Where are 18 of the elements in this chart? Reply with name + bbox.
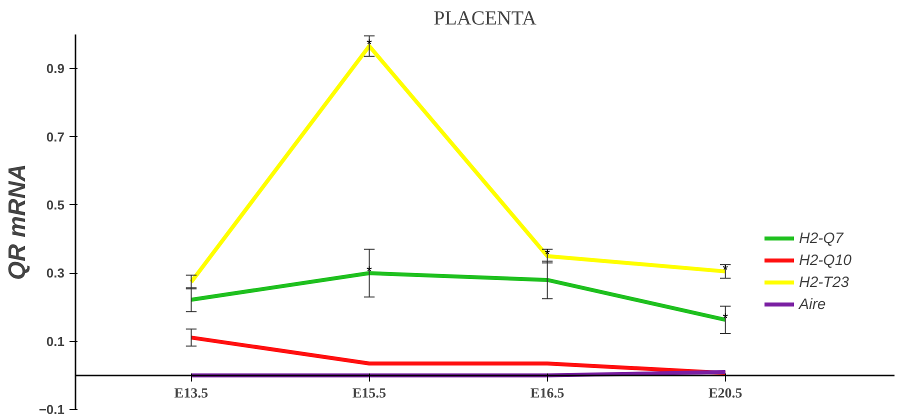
y-tick-label: 0.1	[46, 334, 65, 349]
legend-label: H2-Q7	[799, 230, 844, 246]
y-tick-label: 0.3	[46, 266, 65, 281]
y-tick-label: −0.1	[38, 402, 65, 414]
chart-title: PLACENTA	[434, 8, 537, 30]
legend-label: Aire	[799, 296, 826, 312]
y-tick-label: 0.7	[46, 129, 65, 144]
x-tick-label: E13.5	[174, 386, 208, 402]
legend-label: H2-Q10	[799, 252, 852, 268]
x-tick-label: E16.5	[530, 386, 564, 402]
y-tick-label: 0.9	[46, 61, 65, 76]
x-tick-label: E20.5	[708, 386, 742, 402]
x-tick-label: E15.5	[352, 386, 386, 402]
line-series	[189, 271, 728, 322]
y-axis-title: QR mRNA	[4, 164, 31, 280]
y-tick-label: 0.5	[46, 197, 65, 212]
line-series	[189, 44, 728, 284]
legend-label: H2-T23	[799, 274, 850, 290]
